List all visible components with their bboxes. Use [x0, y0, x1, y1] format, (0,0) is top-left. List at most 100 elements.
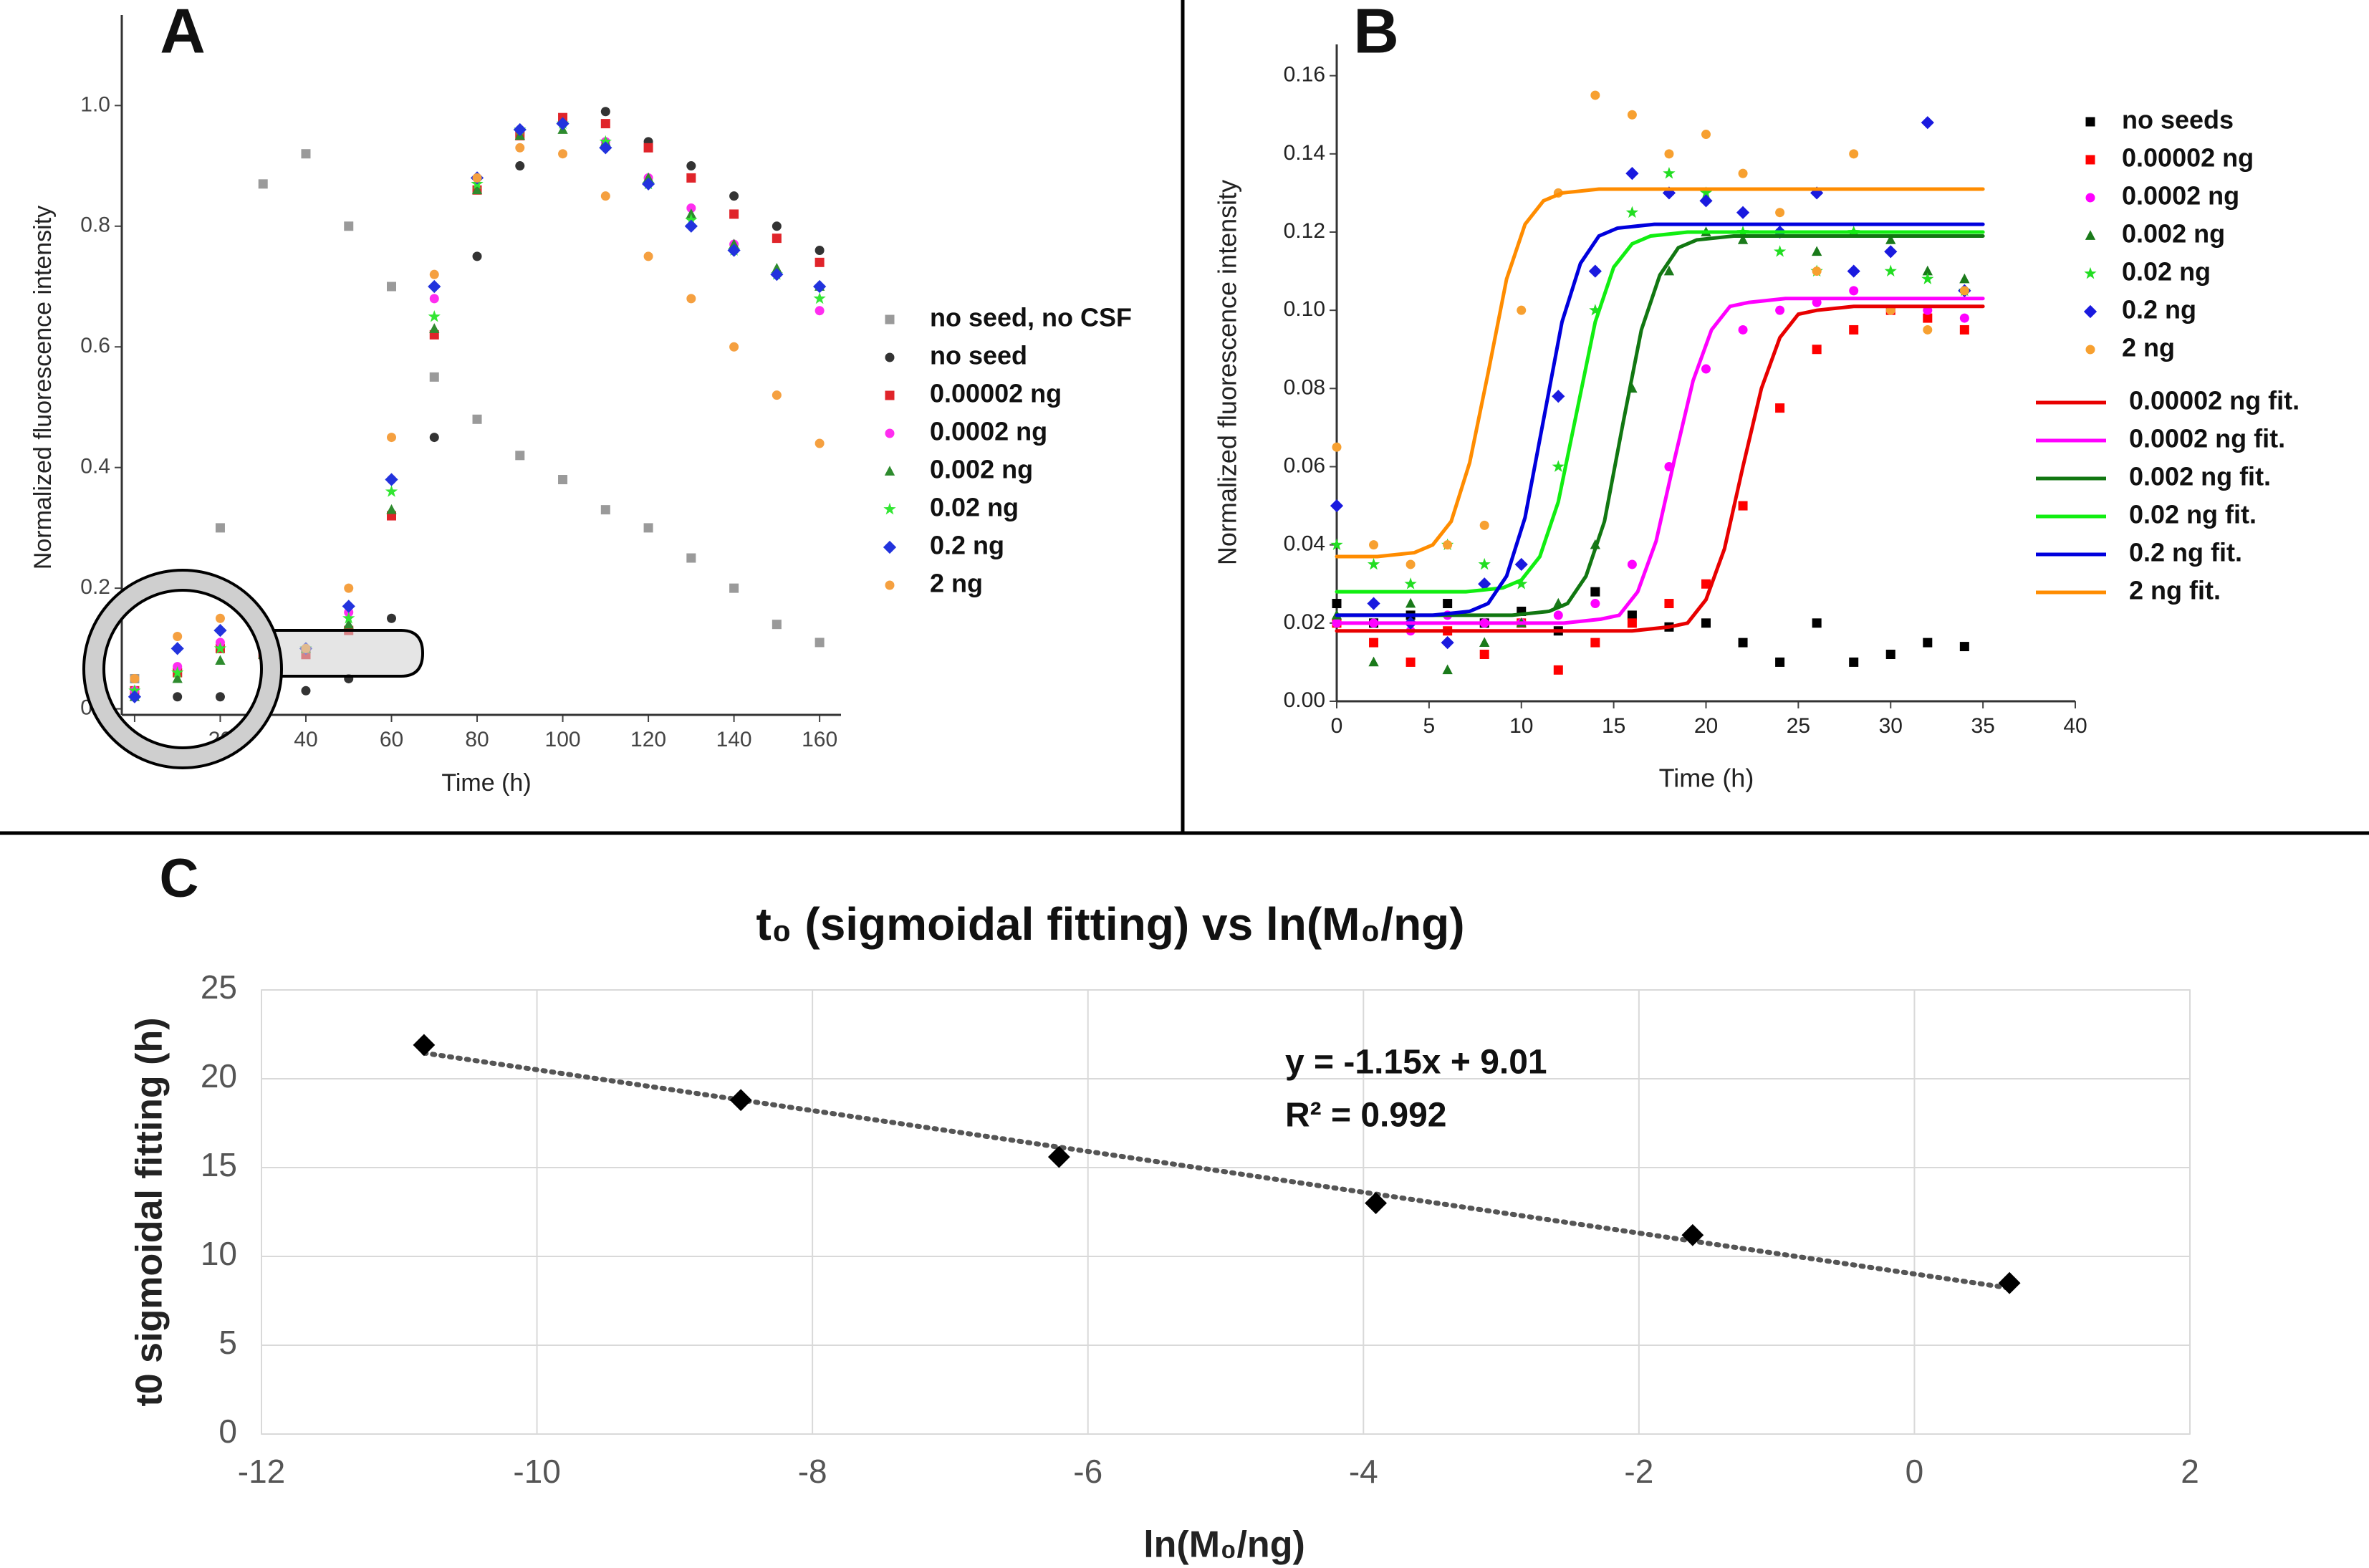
marker — [172, 673, 183, 683]
legend-label: no seed, no CSF — [930, 303, 1132, 332]
marker — [1663, 167, 1676, 179]
y-tick-label: 0.4 — [80, 455, 110, 478]
marker — [1701, 364, 1711, 374]
y-tick-label: 0.06 — [1284, 453, 1325, 477]
marker — [1921, 116, 1934, 130]
marker — [471, 184, 483, 195]
marker — [1699, 186, 1713, 198]
legend-entry: 0.2 ng — [883, 531, 1004, 560]
x-tick-label: 80 — [465, 728, 489, 751]
x-tick-label: -2 — [1624, 1453, 1653, 1490]
marker — [472, 251, 482, 261]
marker — [772, 221, 782, 231]
marker — [386, 504, 397, 514]
marker — [128, 690, 142, 703]
legend-swatch — [885, 352, 895, 362]
marker — [772, 262, 782, 273]
x-tick-label: 40 — [294, 728, 317, 751]
marker — [342, 600, 355, 613]
marker — [1479, 520, 1489, 530]
y-tick-label: 0 — [218, 1413, 237, 1450]
magnifier-ring — [85, 571, 281, 767]
marker — [385, 473, 398, 486]
legend-swatch — [885, 390, 895, 400]
series-line — [1335, 230, 1985, 594]
marker — [215, 655, 226, 665]
marker — [1849, 149, 1859, 159]
marker — [170, 642, 184, 655]
marker — [513, 122, 527, 137]
legend-label: 0.02 ng — [930, 493, 1019, 522]
marker — [643, 143, 653, 153]
marker — [772, 234, 782, 244]
x-tick-label: 140 — [716, 728, 752, 751]
x-tick-label: 2 — [2181, 1453, 2199, 1490]
marker — [1590, 638, 1600, 648]
legend-label: 0.02 ng — [2122, 257, 2211, 287]
marker — [1681, 1223, 1704, 1246]
marker — [429, 294, 439, 304]
marker — [301, 686, 311, 696]
x-tick-label: 30 — [1879, 714, 1903, 738]
y-tick-label: 1.0 — [80, 92, 110, 116]
legend-entry: 0.2 ng — [2083, 295, 2196, 324]
legend-label: 0.02 ng fit. — [2129, 500, 2257, 529]
marker — [1738, 638, 1748, 648]
marker — [558, 149, 568, 159]
marker — [686, 553, 696, 563]
marker — [1701, 618, 1711, 628]
legend-entry: 0.0002 ng — [885, 417, 1047, 446]
marker — [1627, 618, 1637, 628]
marker — [1773, 245, 1787, 257]
legend-label: 0.00002 ng fit. — [2129, 386, 2300, 415]
marker — [1552, 390, 1565, 403]
y-tick-label: 0.2 — [80, 575, 110, 599]
marker — [1663, 265, 1675, 276]
marker — [1738, 168, 1748, 178]
marker — [1847, 264, 1860, 278]
x-axis-label: ln(M₀/ng) — [1143, 1524, 1305, 1566]
marker — [643, 251, 653, 261]
legend-entry: 0.2 ng fit. — [2036, 538, 2242, 567]
legend-label: 0.002 ng fit. — [2129, 462, 2271, 491]
marker — [1664, 149, 1674, 159]
legend-label: 0.002 ng — [2122, 219, 2225, 249]
marker — [685, 213, 698, 226]
marker — [1479, 637, 1490, 647]
series-line — [1335, 234, 1985, 617]
marker — [1443, 540, 1453, 550]
marker — [1625, 167, 1639, 181]
marker — [1478, 557, 1491, 570]
marker — [600, 191, 610, 201]
legend-swatch — [2085, 345, 2095, 355]
marker — [1884, 245, 1898, 259]
marker — [729, 209, 739, 219]
marker — [686, 294, 696, 304]
marker — [429, 269, 439, 279]
marker — [344, 583, 354, 593]
marker — [1921, 272, 1934, 284]
marker — [429, 372, 439, 382]
magnifier-edge — [102, 589, 263, 749]
marker — [729, 342, 739, 352]
legend-label: 0.0002 ng — [930, 417, 1047, 446]
marker — [1368, 656, 1379, 667]
legend-entry: 0.02 ng fit. — [2036, 500, 2257, 529]
marker — [342, 612, 355, 624]
marker — [1590, 90, 1600, 100]
marker — [815, 245, 825, 255]
x-tick-label: 40 — [2063, 714, 2087, 738]
marker — [1959, 642, 1969, 652]
marker — [1701, 579, 1711, 589]
marker — [515, 161, 525, 171]
marker — [1588, 264, 1602, 278]
marker — [1553, 665, 1563, 675]
marker — [385, 485, 398, 497]
marker — [1849, 657, 1859, 667]
legend-label: 2 ng fit. — [2129, 576, 2221, 605]
legend-entry: 0.002 ng fit. — [2036, 462, 2271, 491]
marker — [1627, 110, 1637, 120]
y-axis-label: Normalized fluorescence intensity — [1213, 180, 1242, 565]
marker — [301, 149, 311, 159]
marker — [1775, 657, 1785, 667]
